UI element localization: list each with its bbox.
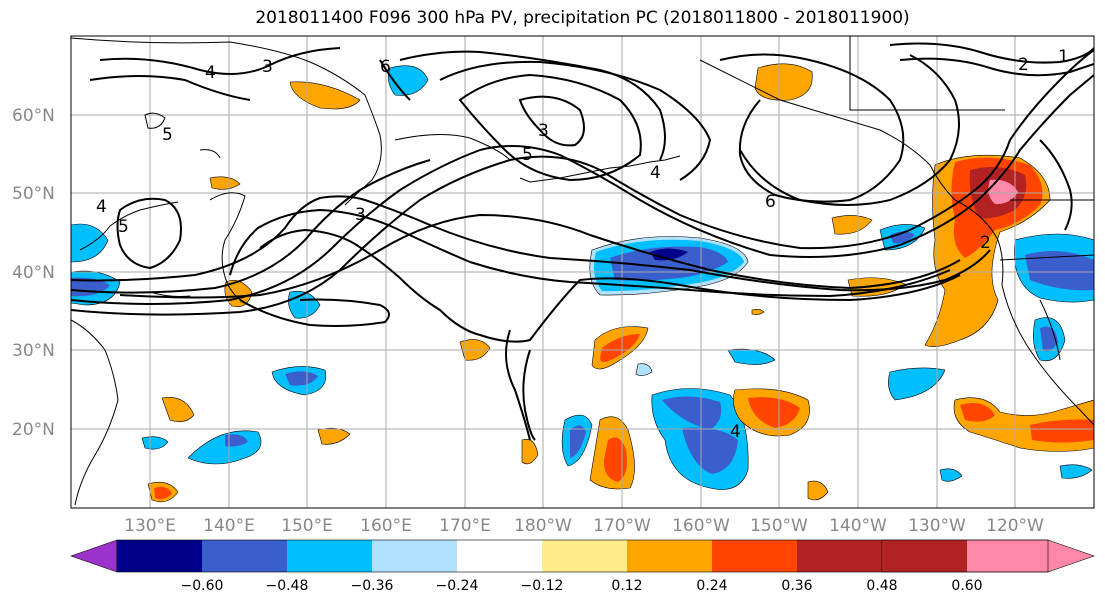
contour-label: 5	[162, 125, 173, 145]
colorbar: −0.60 −0.48 −0.36 −0.24 −0.12 0.12 0.24 …	[70, 539, 1095, 594]
colorbar-tick-label: −0.24	[436, 578, 479, 594]
lon-label: 170°E	[439, 516, 491, 536]
colorbar-tick-label: 0.24	[696, 578, 727, 594]
lon-label: 120°W	[986, 516, 1044, 536]
map-frame	[70, 35, 1095, 509]
contour-label: 6	[380, 57, 391, 77]
colorbar-segment	[542, 540, 627, 572]
lon-label: 170°W	[593, 516, 651, 536]
colorbar-tick-label: 0.36	[781, 578, 812, 594]
contour-label: 3	[355, 205, 366, 225]
colorbar-tick-label: −0.60	[181, 578, 224, 594]
latitude-labels: 60°N 50°N 40°N 30°N 20°N	[12, 106, 55, 440]
lat-label: 30°N	[12, 341, 55, 361]
contour-label: 2	[1018, 55, 1029, 75]
colorbar-extend-low	[70, 539, 118, 573]
contour-labels: 4 3 6 5 4 5 3 3 5 4 6 2 1 4 2	[96, 47, 1069, 442]
lat-label: 20°N	[12, 420, 55, 440]
colorbar-tick-label: 0.48	[866, 578, 897, 594]
colorbar-segment	[882, 540, 967, 572]
colorbar-tick-label: −0.36	[351, 578, 394, 594]
lon-label: 160°E	[360, 516, 412, 536]
gridlines	[71, 36, 1094, 508]
lon-label: 150°W	[750, 516, 808, 536]
map-panel: 4 3 6 5 4 5 3 3 5 4 6 2 1 4 2	[71, 36, 1094, 508]
contour-label: 4	[730, 422, 741, 442]
colorbar-tick-label: −0.12	[521, 578, 564, 594]
lon-label: 130°W	[908, 516, 966, 536]
colorbar-segment	[457, 540, 542, 572]
colorbar-segment	[797, 540, 882, 572]
contour-label: 6	[765, 192, 776, 212]
colorbar-segment	[117, 540, 202, 572]
contour-label: 3	[262, 57, 273, 77]
contour-label: 1	[1058, 47, 1069, 67]
lon-label: 140°W	[829, 516, 887, 536]
colorbar-tick-label: 0.12	[611, 578, 642, 594]
lon-label: 180°W	[514, 516, 572, 536]
contour-label: 5	[522, 145, 533, 165]
colorbar-segment	[372, 540, 457, 572]
lon-label: 140°E	[203, 516, 255, 536]
lat-label: 40°N	[12, 263, 55, 283]
contour-label: 5	[118, 217, 129, 237]
lat-label: 60°N	[12, 106, 55, 126]
pv-contours	[71, 42, 1094, 441]
contour-label: 4	[205, 63, 216, 83]
colorbar-segment	[202, 540, 287, 572]
contour-label: 2	[980, 233, 991, 253]
colorbar-segment	[627, 540, 712, 572]
lon-label: 160°W	[672, 516, 730, 536]
colorbar-segment	[287, 540, 372, 572]
lon-label: 130°E	[124, 516, 176, 536]
lon-label: 150°E	[281, 516, 333, 536]
colorbar-tick-label: 0.60	[951, 578, 982, 594]
contour-label: 3	[538, 121, 549, 141]
plot-title: 2018011400 F096 300 hPa PV, precipitatio…	[255, 8, 910, 28]
contour-label: 4	[650, 163, 661, 183]
colorbar-tick-label: −0.48	[266, 578, 309, 594]
lat-label: 50°N	[12, 184, 55, 204]
contour-label: 4	[96, 197, 107, 217]
colorbar-segment	[712, 540, 797, 572]
longitude-labels: 130°E 140°E 150°E 160°E 170°E 180°W 170°…	[124, 516, 1044, 536]
coastlines	[71, 36, 1094, 506]
